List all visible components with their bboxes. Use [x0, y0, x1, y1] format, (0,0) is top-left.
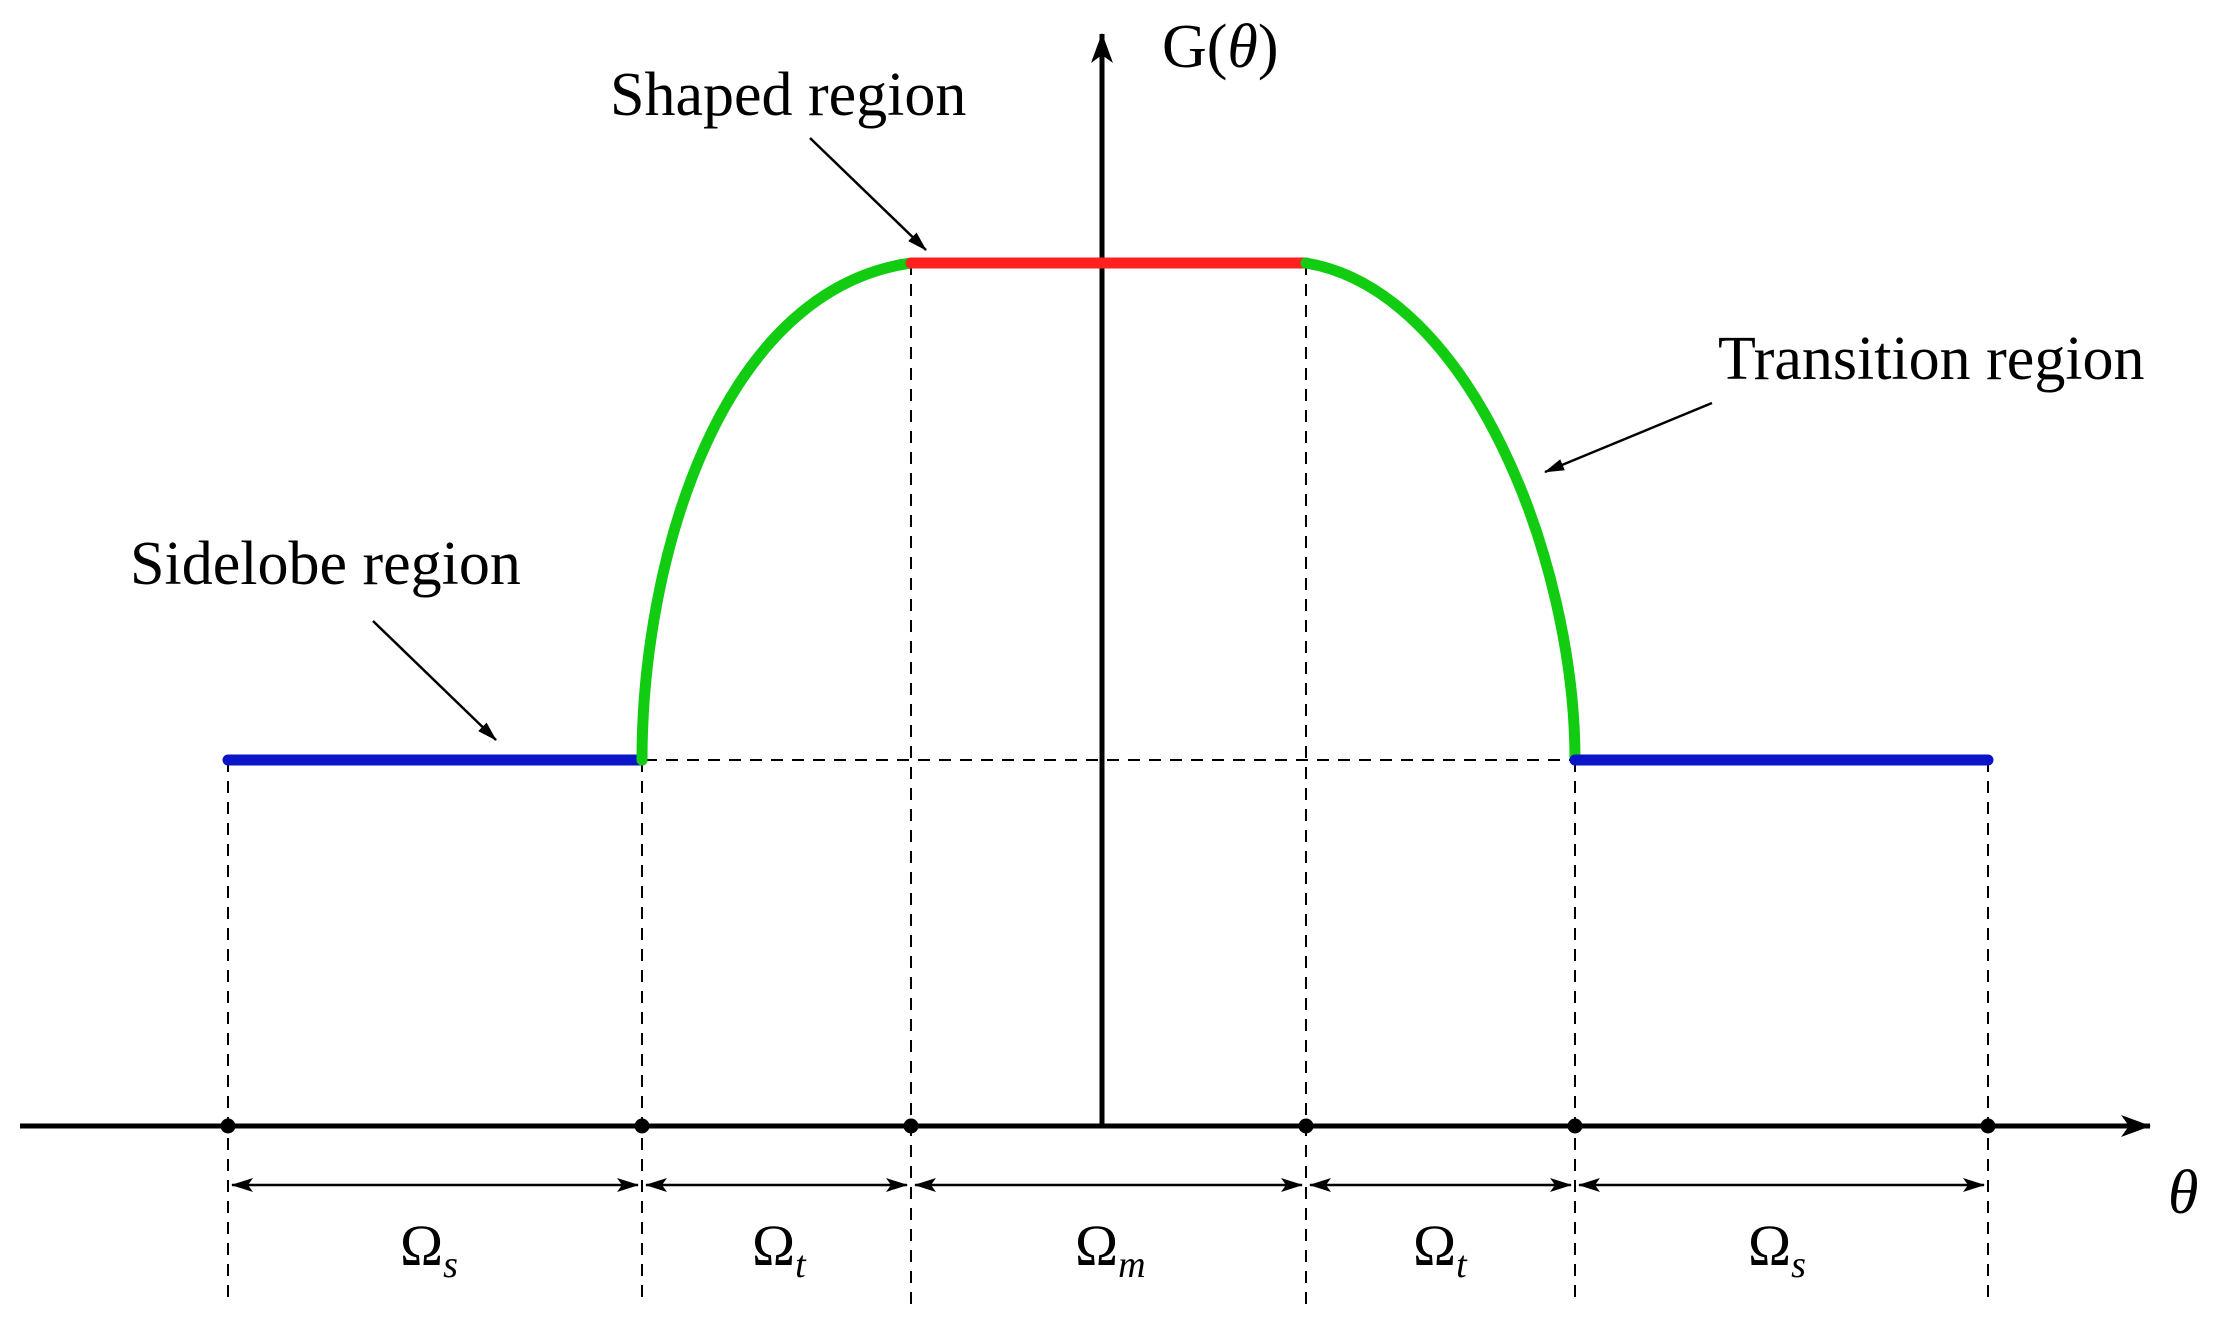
interval-label-transition-left: Ωt — [752, 1213, 807, 1286]
transition-region-label: Transition region — [1718, 325, 2145, 393]
interval-symbol: Ω — [1748, 1213, 1791, 1278]
y-axis-label-suffix: ) — [1258, 13, 1279, 81]
x-axis-label: θ — [2168, 1159, 2198, 1227]
interval-symbol: Ω — [1413, 1213, 1456, 1278]
interval-subscript: m — [1118, 1244, 1145, 1286]
interval-subscript: s — [1791, 1244, 1806, 1286]
interval-labels: Ωs Ωt Ωm Ωt Ωs — [400, 1213, 1806, 1286]
y-axis-label-variable: θ — [1227, 13, 1257, 81]
interval-symbol: Ω — [1075, 1213, 1118, 1278]
transition-segment-left — [636, 257, 917, 766]
interval-symbol: Ω — [752, 1213, 795, 1278]
boundary-point — [1567, 1118, 1583, 1134]
interval-subscript: t — [1456, 1244, 1468, 1286]
boundary-point — [903, 1118, 919, 1134]
boundary-point — [220, 1118, 236, 1134]
interval-label-main: Ωm — [1075, 1213, 1146, 1286]
y-axis-label-prefix: G( — [1162, 13, 1227, 81]
boundary-point — [634, 1118, 650, 1134]
interval-subscript: t — [795, 1244, 807, 1286]
transition-segment-right — [1300, 257, 1581, 766]
interval-label-sidelobe-right: Ωs — [1748, 1213, 1806, 1286]
sidelobe-region-pointer — [372, 620, 497, 741]
guide-lines — [227, 263, 1989, 1305]
shaped-region-label: Shaped region — [610, 61, 966, 129]
interval-subscript: s — [443, 1244, 458, 1286]
sidelobe-region-label: Sidelobe region — [130, 530, 521, 598]
interval-label-transition-right: Ωt — [1413, 1213, 1468, 1286]
interval-symbol: Ω — [400, 1213, 443, 1278]
interval-label-sidelobe-left: Ωs — [400, 1213, 458, 1286]
shaped-region-pointer — [809, 137, 927, 251]
boundary-points — [220, 1118, 1996, 1134]
transition-region-pointer — [1544, 401, 1713, 474]
boundary-point — [1980, 1118, 1996, 1134]
y-axis-label: G(θ) — [1162, 13, 1279, 81]
boundary-point — [1298, 1118, 1314, 1134]
